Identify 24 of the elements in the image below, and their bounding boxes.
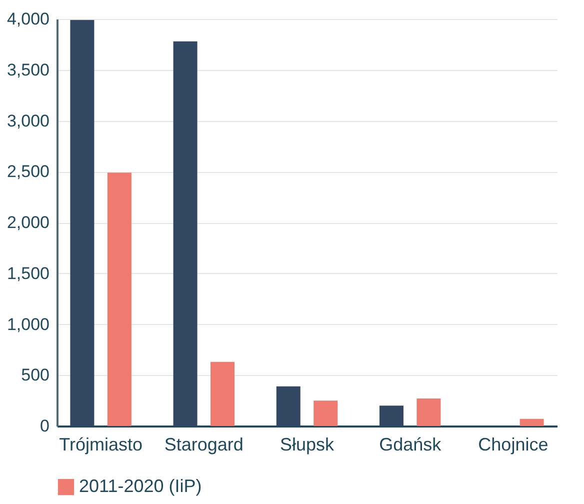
x-tick-label: Trójmiasto xyxy=(59,434,142,454)
y-tick-label: 0 xyxy=(40,416,50,436)
y-tick-label: 2,500 xyxy=(6,162,50,182)
x-tick-label: Słupsk xyxy=(280,434,336,454)
y-tick-label: 1,000 xyxy=(6,314,50,334)
bar xyxy=(314,400,338,426)
y-tick-label: 4,000 xyxy=(6,10,50,28)
bar xyxy=(520,418,544,426)
bar xyxy=(210,362,235,426)
x-tick-label: Gdańsk xyxy=(379,434,442,454)
legend-label: 2011-2020 (IiP) xyxy=(79,476,202,496)
bar xyxy=(107,172,132,426)
y-tick-label: 3,000 xyxy=(6,111,50,130)
y-tick-label: 1,500 xyxy=(6,264,50,283)
x-tick-label: Chojnice xyxy=(478,434,548,454)
bar xyxy=(379,406,404,426)
bar xyxy=(70,20,94,426)
bar xyxy=(276,386,300,426)
x-tick-label: Starogard xyxy=(164,434,244,454)
bar xyxy=(416,398,441,426)
y-tick-label: 3,500 xyxy=(6,60,50,80)
y-tick-label: 500 xyxy=(21,366,50,385)
bar xyxy=(173,41,198,426)
y-tick-label: 2,000 xyxy=(6,213,50,232)
